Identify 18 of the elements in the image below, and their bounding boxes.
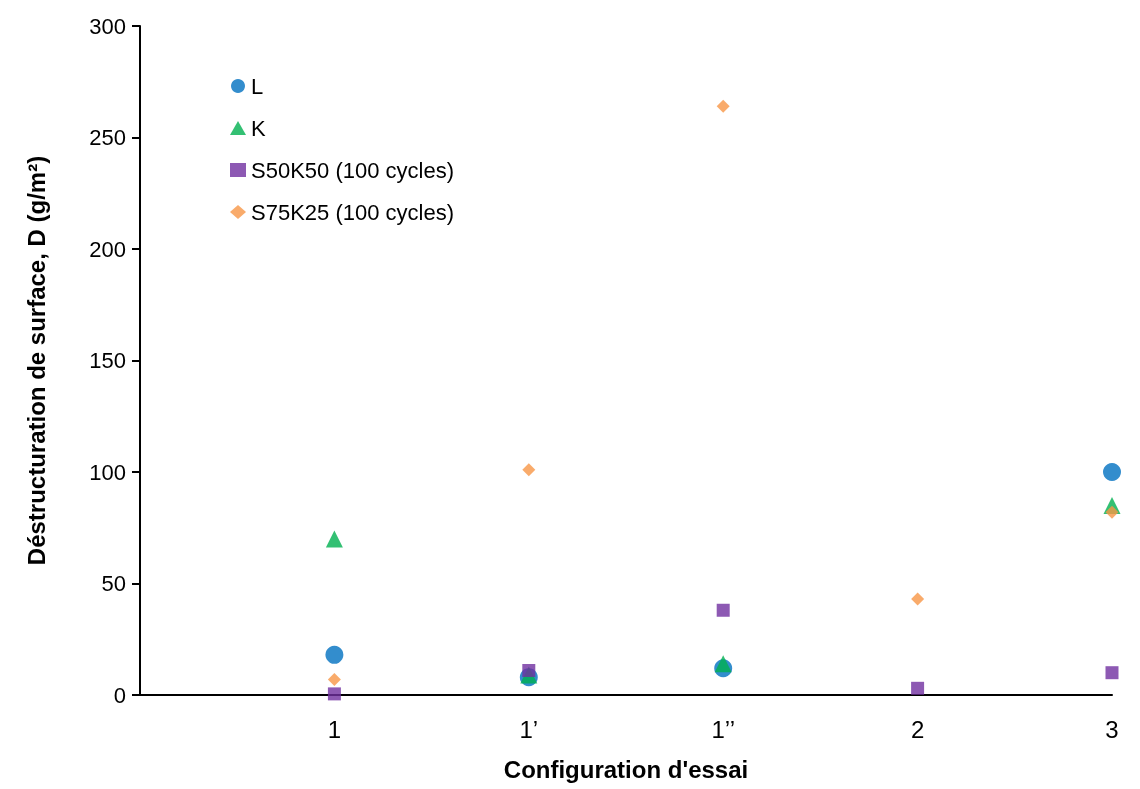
legend-label: S75K25 (100 cycles) bbox=[251, 199, 454, 225]
legend-label: L bbox=[251, 73, 264, 99]
y-tick-label: 150 bbox=[89, 348, 126, 373]
y-tick-label: 0 bbox=[113, 682, 126, 708]
y-tick-label: 50 bbox=[101, 571, 126, 596]
legend-label: K bbox=[251, 115, 266, 141]
x-axis-title: Configuration d'essai bbox=[503, 755, 749, 783]
x-tick-label: 1’’ bbox=[711, 715, 735, 743]
y-tick-label: 200 bbox=[89, 236, 126, 262]
y-tick-label: 100 bbox=[89, 459, 126, 485]
x-tick-label: 2 bbox=[910, 715, 925, 743]
x-tick-label: 1 bbox=[327, 715, 342, 743]
y-tick-label: 250 bbox=[89, 125, 126, 150]
y-tick-label: 300 bbox=[89, 13, 126, 39]
legend-label: S50K50 (100 cycles) bbox=[251, 157, 454, 183]
x-tick-label: 1’ bbox=[519, 715, 539, 743]
x-tick-label: 3 bbox=[1105, 715, 1119, 743]
y-axis-title: Déstructuration de surface, D (g/m²) bbox=[22, 155, 50, 566]
